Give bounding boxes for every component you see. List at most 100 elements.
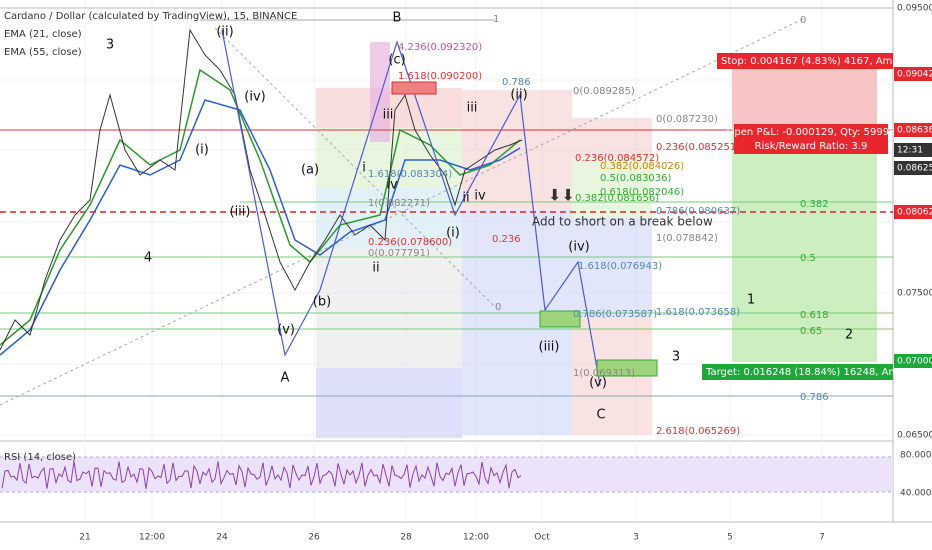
price-tag-bg (894, 67, 932, 81)
price-axis-label: 0.086385 (897, 126, 932, 136)
price-axis-label: 0.090423 (897, 70, 932, 80)
wave-label: 4 (144, 251, 152, 266)
fib-label: 0.382 (800, 199, 829, 210)
fib-label: 1(0.078842) (656, 233, 718, 244)
wave-label: 3 (672, 350, 680, 365)
wave-label: 1 (747, 293, 755, 308)
fib-label: 1(0.069313) (573, 368, 635, 379)
fib-label: 0 (495, 302, 501, 313)
annotation: Add to short on a break below (532, 215, 713, 229)
stop-zone (732, 68, 877, 130)
fib-label: 1(0.082271) (368, 198, 430, 209)
price-axis-label: 0.086256 (897, 164, 932, 174)
time-axis-label: Oct (534, 533, 550, 543)
support-box (539, 310, 581, 328)
target-label-bg (702, 364, 893, 380)
fib-label: 0 (800, 15, 806, 26)
wave-path (221, 29, 601, 386)
fib-label: 2.618(0.065269) (656, 426, 740, 437)
fib-label: 1.618(0.076943) (578, 261, 662, 272)
arrow-icon: ⬇⬇ (548, 186, 575, 205)
wave-label: A (281, 371, 290, 386)
time-axis-label: 24 (216, 533, 228, 543)
wave-label: iv (386, 178, 398, 193)
fib-label: 1 (493, 14, 499, 25)
time-axis-label: 21 (79, 533, 90, 543)
ema-55 (0, 99, 521, 356)
wave-label: ii (462, 191, 469, 206)
wave-label: (i) (446, 226, 460, 241)
time-axis-label: 12:00 (139, 533, 165, 543)
target-zone (732, 130, 877, 362)
price-tag-bg (894, 161, 932, 175)
wave-label: (iii) (539, 340, 560, 355)
wave-label: (v) (277, 323, 295, 338)
target-box (596, 359, 658, 377)
fib-label: 0.382(0.084026) (600, 161, 684, 172)
fib-label: 0.236 (492, 234, 521, 245)
rsi-label: RSI (14, close) (4, 452, 76, 463)
fib-label: 0.786 (800, 392, 829, 403)
wave-label: (a) (301, 163, 319, 178)
wave-label: i (362, 161, 366, 176)
pnl-bg (734, 124, 888, 154)
wave-label: C (596, 408, 605, 423)
fib-label: 0(0.089285) (573, 86, 635, 97)
fib-label: 0.618(0.082046) (600, 187, 684, 198)
chart-title: Cardano / Dollar (calculated by TradingV… (4, 11, 297, 22)
fib-label: 1.618(0.073658) (656, 307, 740, 318)
stop-label: Stop: 0.004167 (4.83%) 4167, Amount: 750 (721, 56, 932, 67)
fib-label: 0.786(0.073587) (573, 309, 657, 320)
fib-label: 0.236(0.078600) (368, 237, 452, 248)
wave-label: (b) (313, 295, 331, 310)
wave-label: (v) (589, 376, 607, 391)
fib-lines (0, 7, 893, 406)
fib-label: 0.5 (800, 253, 816, 264)
indicator-label: EMA (21, close) (4, 29, 82, 40)
wave-label: (ii) (216, 25, 233, 40)
target-label: Target: 0.016248 (18.84%) 16248, Amount:… (705, 367, 932, 378)
wave-label: ii (372, 261, 379, 276)
wave-label: (i) (195, 143, 209, 158)
fib-label: 0.236(0.085251) (656, 142, 740, 153)
fib-label: 0(0.077791) (368, 248, 430, 259)
wave-label: iv (474, 189, 486, 204)
price-line (0, 28, 523, 351)
wave-label: iii (383, 108, 394, 123)
price-axis-label: 0.070008 (897, 357, 932, 367)
indicator-label: EMA (55, close) (4, 47, 82, 58)
fib-label: 0.5(0.083036) (600, 173, 672, 184)
time-axis-label: 12:00 (463, 533, 489, 543)
price-tag-bg (894, 123, 932, 137)
fib-label: 0.382(0.081656) (575, 193, 659, 204)
stop-label-bg (717, 53, 893, 69)
ratio-label: Risk/Reward Ratio: 3.9 (755, 141, 868, 152)
fib-label: 4.236(0.092320) (398, 42, 482, 53)
price-tag-bg (894, 354, 932, 368)
price-axis-label: 0.065000 (897, 431, 932, 441)
fib-label: 0.618 (800, 310, 829, 321)
fib-label: 0.65 (800, 326, 822, 337)
wave-label: iii (467, 101, 478, 116)
fib-label: 0.786 (502, 77, 531, 88)
time-axis-label: 7 (819, 533, 825, 543)
fib-label: 1.618(0.090200) (398, 71, 482, 82)
time-axis-label: 28 (400, 533, 412, 543)
wave-label: 2 (845, 328, 853, 343)
fib-label: 1.618(0.083304) (368, 169, 452, 180)
pnl-label: Open P&L: -0.000129, Qty: 59995 (727, 127, 896, 138)
wave-label: (iii) (230, 205, 251, 220)
ema-21 (0, 68, 521, 346)
price-tag-bg (894, 205, 932, 219)
wave-label: (ii) (510, 88, 527, 103)
rsi-line (1, 461, 522, 489)
price-tag-bg (894, 143, 932, 157)
wave-label: 3 (106, 38, 114, 53)
rsi-band (0, 457, 893, 492)
